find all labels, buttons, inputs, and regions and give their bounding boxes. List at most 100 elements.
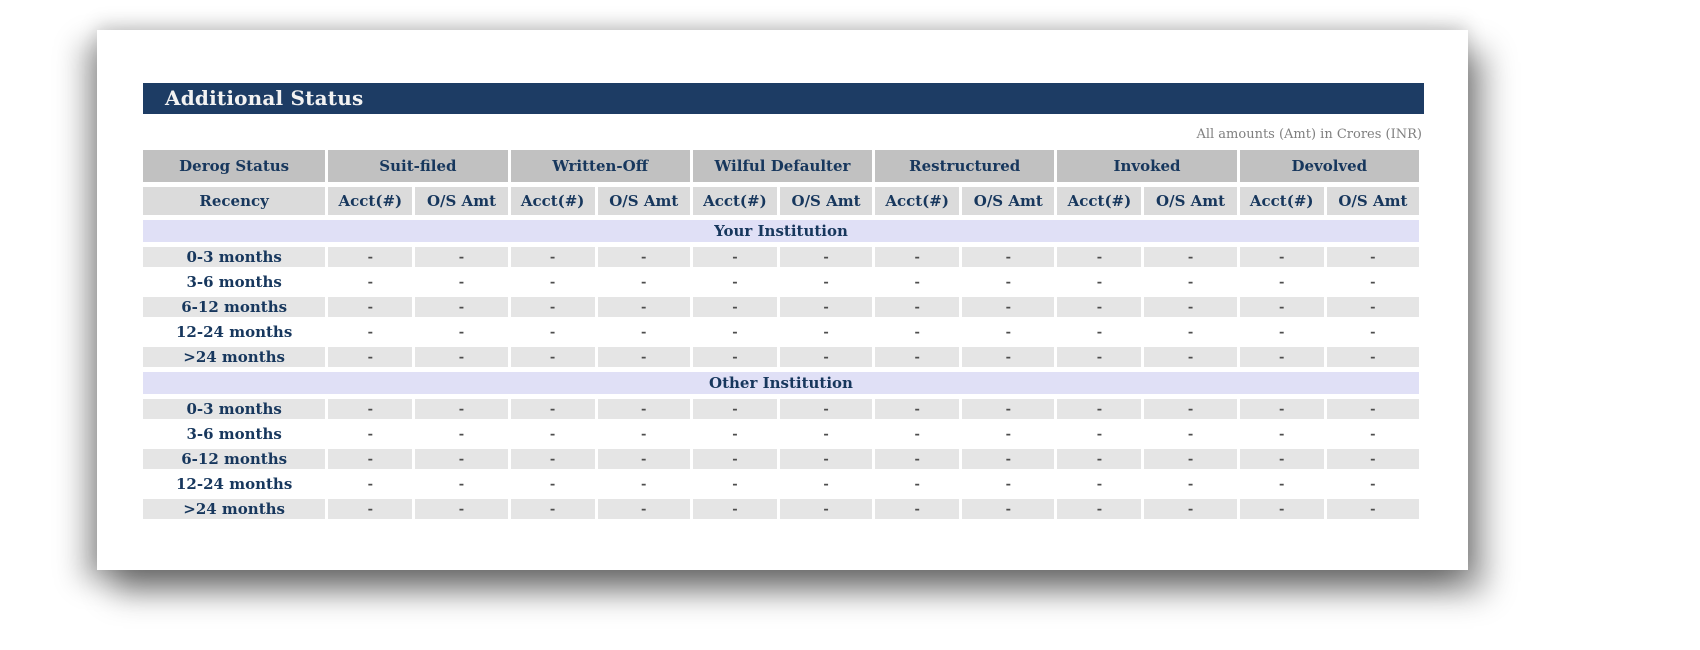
value-cell: - — [1326, 474, 1419, 494]
table-row: 0-3 months - - - - - - - - - - - - — [143, 399, 1419, 419]
value-cell: - — [962, 347, 1055, 367]
row-label-cell: 3-6 months — [143, 272, 326, 292]
value-cell: - — [1057, 347, 1142, 367]
value-cell: - — [1057, 499, 1142, 519]
value-cell: - — [1057, 272, 1142, 292]
table-row: 3-6 months - - - - - - - - - - - - — [143, 272, 1419, 292]
value-cell: - — [1057, 449, 1142, 469]
value-cell: - — [1057, 297, 1142, 317]
sub-header-cell: O/S Amt — [962, 187, 1055, 215]
value-cell: - — [1239, 272, 1324, 292]
value-cell: - — [328, 424, 413, 444]
value-cell: - — [962, 424, 1055, 444]
report-page: Additional Status All amounts (Amt) in C… — [97, 30, 1468, 570]
sub-header-cell: O/S Amt — [779, 187, 873, 215]
value-cell: - — [692, 272, 777, 292]
sub-header-cell: Acct(#) — [692, 187, 777, 215]
value-cell: - — [962, 499, 1055, 519]
value-cell: - — [510, 499, 595, 519]
group-header-cell: Suit-filed — [328, 150, 508, 182]
value-cell: - — [875, 449, 960, 469]
value-cell: - — [692, 247, 777, 267]
value-cell: - — [597, 322, 690, 342]
value-cell: - — [1144, 322, 1237, 342]
value-cell: - — [1326, 272, 1419, 292]
recency-header-cell: Recency — [143, 187, 326, 215]
value-cell: - — [779, 297, 873, 317]
group-header-cell: Restructured — [875, 150, 1055, 182]
group-header-cell: Devolved — [1239, 150, 1419, 182]
value-cell: - — [510, 399, 595, 419]
value-cell: - — [1144, 399, 1237, 419]
value-cell: - — [692, 449, 777, 469]
value-cell: - — [962, 272, 1055, 292]
value-cell: - — [779, 247, 873, 267]
value-cell: - — [875, 247, 960, 267]
value-cell: - — [597, 474, 690, 494]
value-cell: - — [597, 297, 690, 317]
sub-header-cell: O/S Amt — [597, 187, 690, 215]
value-cell: - — [1239, 347, 1324, 367]
value-cell: - — [1144, 297, 1237, 317]
value-cell: - — [597, 424, 690, 444]
value-cell: - — [328, 247, 413, 267]
value-cell: - — [328, 474, 413, 494]
value-cell: - — [328, 499, 413, 519]
section-title-bar: Additional Status — [143, 83, 1424, 114]
value-cell: - — [510, 474, 595, 494]
value-cell: - — [1326, 247, 1419, 267]
value-cell: - — [328, 347, 413, 367]
institution-section-row: Other Institution — [143, 372, 1419, 394]
row-label-cell: 12-24 months — [143, 474, 326, 494]
value-cell: - — [875, 297, 960, 317]
value-cell: - — [962, 399, 1055, 419]
value-cell: - — [510, 424, 595, 444]
value-cell: - — [875, 272, 960, 292]
value-cell: - — [1144, 424, 1237, 444]
row-label-cell: >24 months — [143, 347, 326, 367]
value-cell: - — [1239, 322, 1324, 342]
sub-header-cell: Acct(#) — [1239, 187, 1324, 215]
value-cell: - — [1239, 297, 1324, 317]
value-cell: - — [875, 322, 960, 342]
value-cell: - — [1057, 247, 1142, 267]
value-cell: - — [962, 449, 1055, 469]
value-cell: - — [1326, 449, 1419, 469]
value-cell: - — [1239, 449, 1324, 469]
value-cell: - — [415, 449, 508, 469]
value-cell: - — [1144, 449, 1237, 469]
table-row: >24 months - - - - - - - - - - - - — [143, 499, 1419, 519]
value-cell: - — [1239, 424, 1324, 444]
value-cell: - — [1144, 499, 1237, 519]
row-label-cell: 0-3 months — [143, 247, 326, 267]
value-cell: - — [415, 347, 508, 367]
value-cell: - — [779, 424, 873, 444]
table-row: >24 months - - - - - - - - - - - - — [143, 347, 1419, 367]
value-cell: - — [1326, 499, 1419, 519]
value-cell: - — [1057, 474, 1142, 494]
value-cell: - — [1057, 424, 1142, 444]
value-cell: - — [510, 297, 595, 317]
value-cell: - — [1326, 322, 1419, 342]
value-cell: - — [1144, 247, 1237, 267]
row-label-cell: 0-3 months — [143, 399, 326, 419]
value-cell: - — [597, 499, 690, 519]
value-cell: - — [1239, 474, 1324, 494]
value-cell: - — [415, 322, 508, 342]
value-cell: - — [415, 424, 508, 444]
value-cell: - — [597, 399, 690, 419]
value-cell: - — [962, 297, 1055, 317]
institution-section-cell: Your Institution — [143, 220, 1419, 242]
row-label-cell: >24 months — [143, 499, 326, 519]
value-cell: - — [875, 347, 960, 367]
value-cell: - — [779, 399, 873, 419]
value-cell: - — [1239, 247, 1324, 267]
amounts-unit-note: All amounts (Amt) in Crores (INR) — [1196, 127, 1422, 142]
value-cell: - — [415, 297, 508, 317]
table-row: 0-3 months - - - - - - - - - - - - — [143, 247, 1419, 267]
value-cell: - — [779, 499, 873, 519]
value-cell: - — [328, 399, 413, 419]
row-label-cell: 12-24 months — [143, 322, 326, 342]
table-row: 12-24 months - - - - - - - - - - - - — [143, 474, 1419, 494]
section-title: Additional Status — [165, 86, 364, 110]
